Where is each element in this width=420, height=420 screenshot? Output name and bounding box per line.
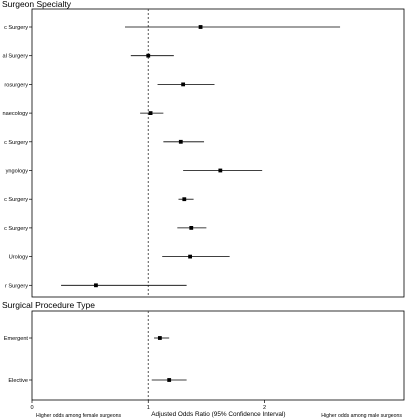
y-tick-label: rosurgery	[4, 82, 28, 88]
y-tick-label: al Surgery	[3, 54, 29, 60]
x-tick-label: 1	[147, 405, 150, 411]
y-tick-label: c Surgery	[4, 197, 28, 203]
point-estimate	[146, 53, 151, 58]
y-tick-label: Elective	[8, 378, 28, 384]
point-estimate	[189, 226, 194, 230]
x-tick-label: 2	[263, 405, 266, 411]
point-estimate	[178, 139, 183, 144]
y-tick-label: r Surgery	[5, 283, 28, 289]
y-tick-label: c Surgery	[4, 140, 28, 146]
point-estimate	[167, 378, 172, 382]
point-estimate	[181, 82, 186, 87]
point-estimate	[94, 283, 98, 288]
left-note: Higher odds among female surgeons	[36, 413, 121, 419]
point-estimate	[198, 25, 203, 29]
point-estimate	[188, 254, 192, 259]
panel-title: Surgical Procedure Type	[2, 300, 95, 310]
y-tick-label: yngology	[6, 169, 29, 175]
panel-frame	[31, 8, 405, 298]
panel-frame	[31, 310, 405, 401]
x-tick-label: 0	[30, 405, 33, 411]
point-estimate	[218, 168, 223, 173]
y-tick-label: Urology	[9, 255, 28, 261]
y-tick-label: Emergent	[4, 336, 29, 342]
y-tick-label: c Surgery	[4, 25, 28, 31]
point-estimate	[148, 111, 153, 115]
x-axis-label: Adjusted Odds Ratio (95% Confidence Inte…	[151, 411, 285, 418]
y-tick-label: naecology	[2, 111, 28, 117]
panel-title: Surgeon Specialty	[2, 0, 72, 9]
point-estimate	[157, 336, 162, 340]
right-note: Higher odds among male surgeons	[321, 413, 402, 419]
y-tick-label: c Surgery	[4, 226, 28, 232]
point-estimate	[182, 197, 187, 202]
